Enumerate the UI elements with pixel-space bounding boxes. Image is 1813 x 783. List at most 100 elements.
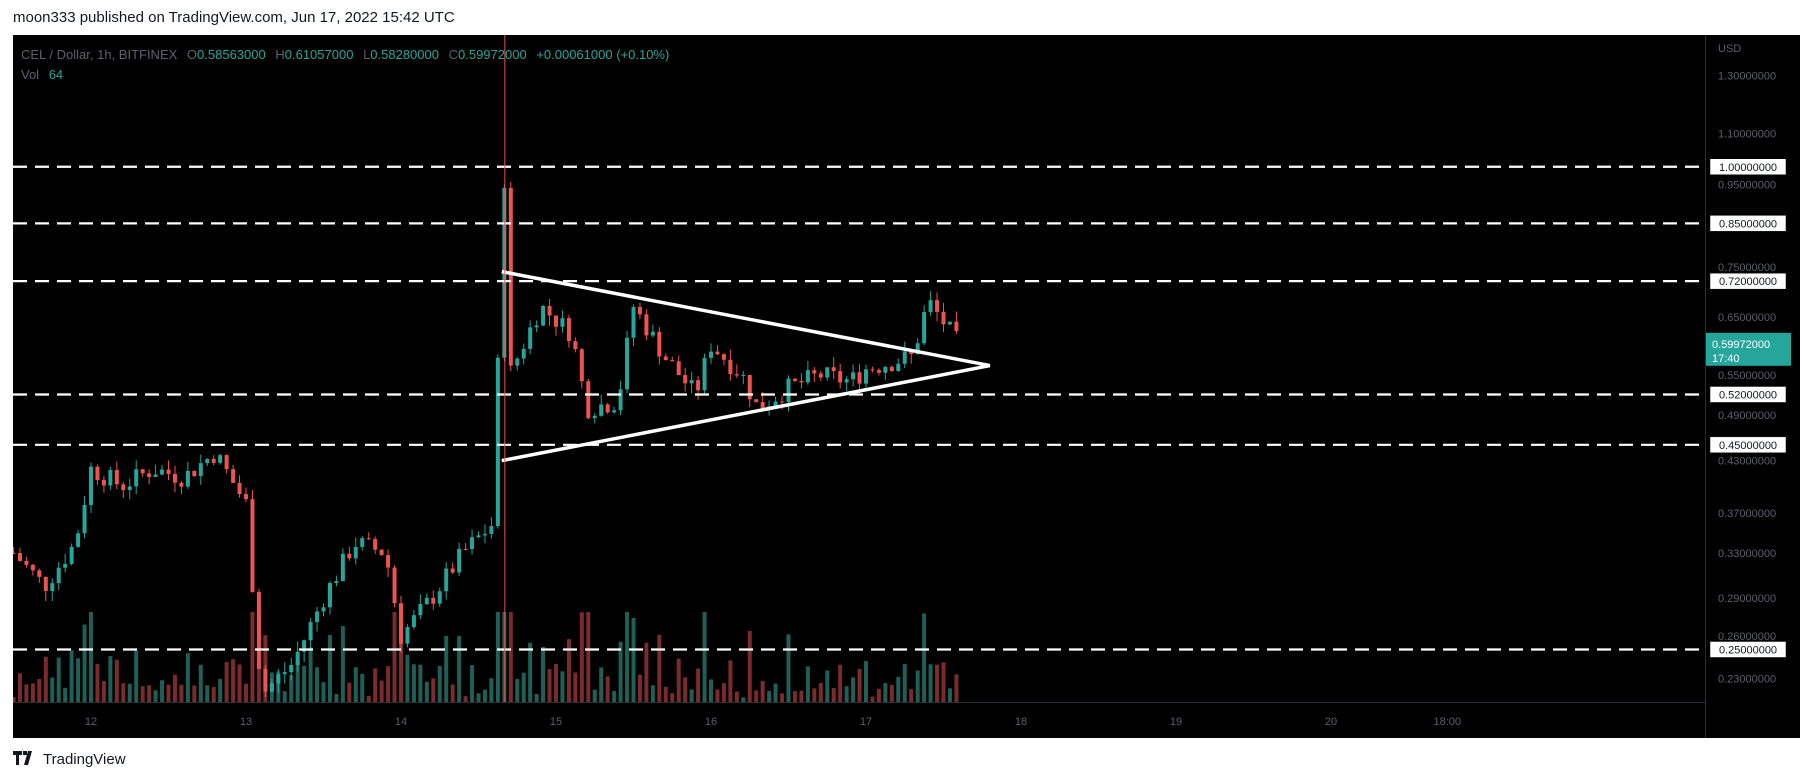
candle-body bbox=[715, 351, 720, 355]
candle-body bbox=[172, 473, 177, 483]
volume-bar bbox=[134, 650, 139, 702]
volume-bar bbox=[876, 688, 881, 702]
volume-bar bbox=[172, 674, 177, 702]
candle-body bbox=[812, 370, 817, 374]
volume-bar bbox=[825, 670, 830, 702]
candle-body bbox=[360, 538, 365, 547]
candle-body bbox=[676, 361, 681, 376]
candle-body bbox=[418, 604, 423, 616]
low-value: 0.58280000 bbox=[370, 47, 439, 62]
volume-bar bbox=[56, 657, 61, 702]
candle-body bbox=[13, 552, 16, 554]
tradingview-footer[interactable]: TradingView bbox=[13, 751, 126, 768]
candle-body bbox=[870, 369, 875, 371]
candle-body bbox=[56, 567, 61, 584]
candle-body bbox=[773, 401, 778, 407]
candle-body bbox=[689, 380, 694, 384]
candle-body bbox=[482, 533, 487, 536]
price-tick-label: 0.65000000 bbox=[1718, 312, 1776, 324]
level-label-text: 0.72000000 bbox=[1719, 276, 1777, 288]
candle-body bbox=[741, 374, 746, 376]
volume-bar bbox=[689, 689, 694, 702]
candle-body bbox=[386, 555, 391, 568]
volume-bar bbox=[185, 653, 190, 702]
volume-bar bbox=[760, 680, 765, 702]
candle-body bbox=[379, 549, 384, 556]
volume-bar bbox=[728, 660, 733, 702]
candle-body bbox=[411, 615, 416, 628]
candle-body bbox=[579, 349, 584, 382]
volume-bar bbox=[224, 661, 229, 702]
chart-frame[interactable]: CEL / Dollar, 1h, BITFINEX O0.58563000 H… bbox=[13, 35, 1800, 738]
candle-body bbox=[818, 373, 823, 378]
volume-bar bbox=[431, 678, 436, 702]
price-plot[interactable] bbox=[13, 35, 1705, 702]
volume-bar bbox=[95, 663, 100, 702]
candle-body bbox=[17, 553, 22, 561]
symbol-label[interactable]: CEL / Dollar, 1h, BITFINEX bbox=[21, 47, 178, 62]
candle-body bbox=[534, 325, 539, 328]
horizontal-levels[interactable] bbox=[13, 165, 1705, 651]
volume-bar bbox=[108, 656, 113, 702]
candle-body bbox=[747, 374, 752, 400]
brand-name: TradingView bbox=[43, 751, 126, 768]
volume-bar bbox=[179, 684, 184, 702]
volume-bar bbox=[482, 689, 487, 702]
high-value: 0.61057000 bbox=[284, 47, 354, 62]
candle-body bbox=[470, 537, 475, 550]
price-tick-label: 0.43000000 bbox=[1718, 456, 1776, 468]
change-value: +0.00061000 (+0.10%) bbox=[536, 47, 670, 62]
time-axis[interactable]: 12 13 14 15 16 17 18 19 20 18:00 bbox=[13, 702, 1705, 739]
volume-bar bbox=[495, 612, 500, 702]
volume-bar bbox=[650, 685, 655, 702]
volume-bar bbox=[515, 678, 520, 702]
volume-bar bbox=[82, 624, 87, 702]
triangle-pattern[interactable] bbox=[501, 269, 991, 463]
level-label-box bbox=[1709, 272, 1787, 290]
volume-bars bbox=[13, 612, 959, 702]
volume-bar bbox=[411, 664, 416, 702]
candle-body bbox=[915, 343, 920, 355]
candle-body bbox=[683, 375, 688, 384]
volume-bar bbox=[831, 687, 836, 702]
countdown-text: 17:40 bbox=[1712, 353, 1740, 365]
volume-bar bbox=[37, 678, 42, 702]
volume-label[interactable]: Vol bbox=[21, 67, 40, 82]
open-value: 0.58563000 bbox=[197, 47, 266, 62]
volume-bar bbox=[489, 678, 494, 702]
candle-body bbox=[218, 455, 223, 463]
candle-body bbox=[935, 300, 940, 312]
candle-body bbox=[851, 372, 856, 380]
candle-body bbox=[541, 305, 546, 326]
candle-body bbox=[373, 539, 378, 550]
candle-body bbox=[276, 674, 281, 684]
candle-body bbox=[405, 627, 410, 644]
volume-bar bbox=[521, 672, 526, 702]
candle-body bbox=[728, 359, 733, 375]
volume-bar bbox=[909, 689, 914, 702]
candle-body bbox=[786, 378, 791, 403]
candle-body bbox=[592, 415, 597, 419]
volume-bar bbox=[566, 639, 571, 702]
volume-value: 64 bbox=[48, 67, 64, 82]
candle-body bbox=[224, 455, 229, 470]
volume-bar bbox=[599, 667, 604, 702]
volume-bar bbox=[101, 681, 106, 702]
candle-body bbox=[947, 321, 952, 325]
volume-bar bbox=[121, 683, 126, 702]
last-price-box bbox=[1706, 332, 1791, 366]
candle-body bbox=[69, 546, 74, 564]
volume-bar bbox=[780, 693, 785, 702]
volume-bar bbox=[767, 691, 772, 702]
candle-body bbox=[760, 402, 765, 410]
price-axis[interactable]: USD 1.30000000 1.10000000 0.95000000 0.7500… bbox=[1705, 35, 1801, 738]
volume-bar bbox=[289, 675, 294, 702]
candle-body bbox=[489, 526, 494, 534]
candle-body bbox=[618, 389, 623, 411]
volume-bar bbox=[140, 686, 145, 702]
candle-body bbox=[515, 358, 520, 366]
candle-body bbox=[586, 381, 591, 419]
candle-body bbox=[941, 311, 946, 325]
candle-body bbox=[399, 603, 403, 644]
candle-body bbox=[82, 504, 87, 534]
